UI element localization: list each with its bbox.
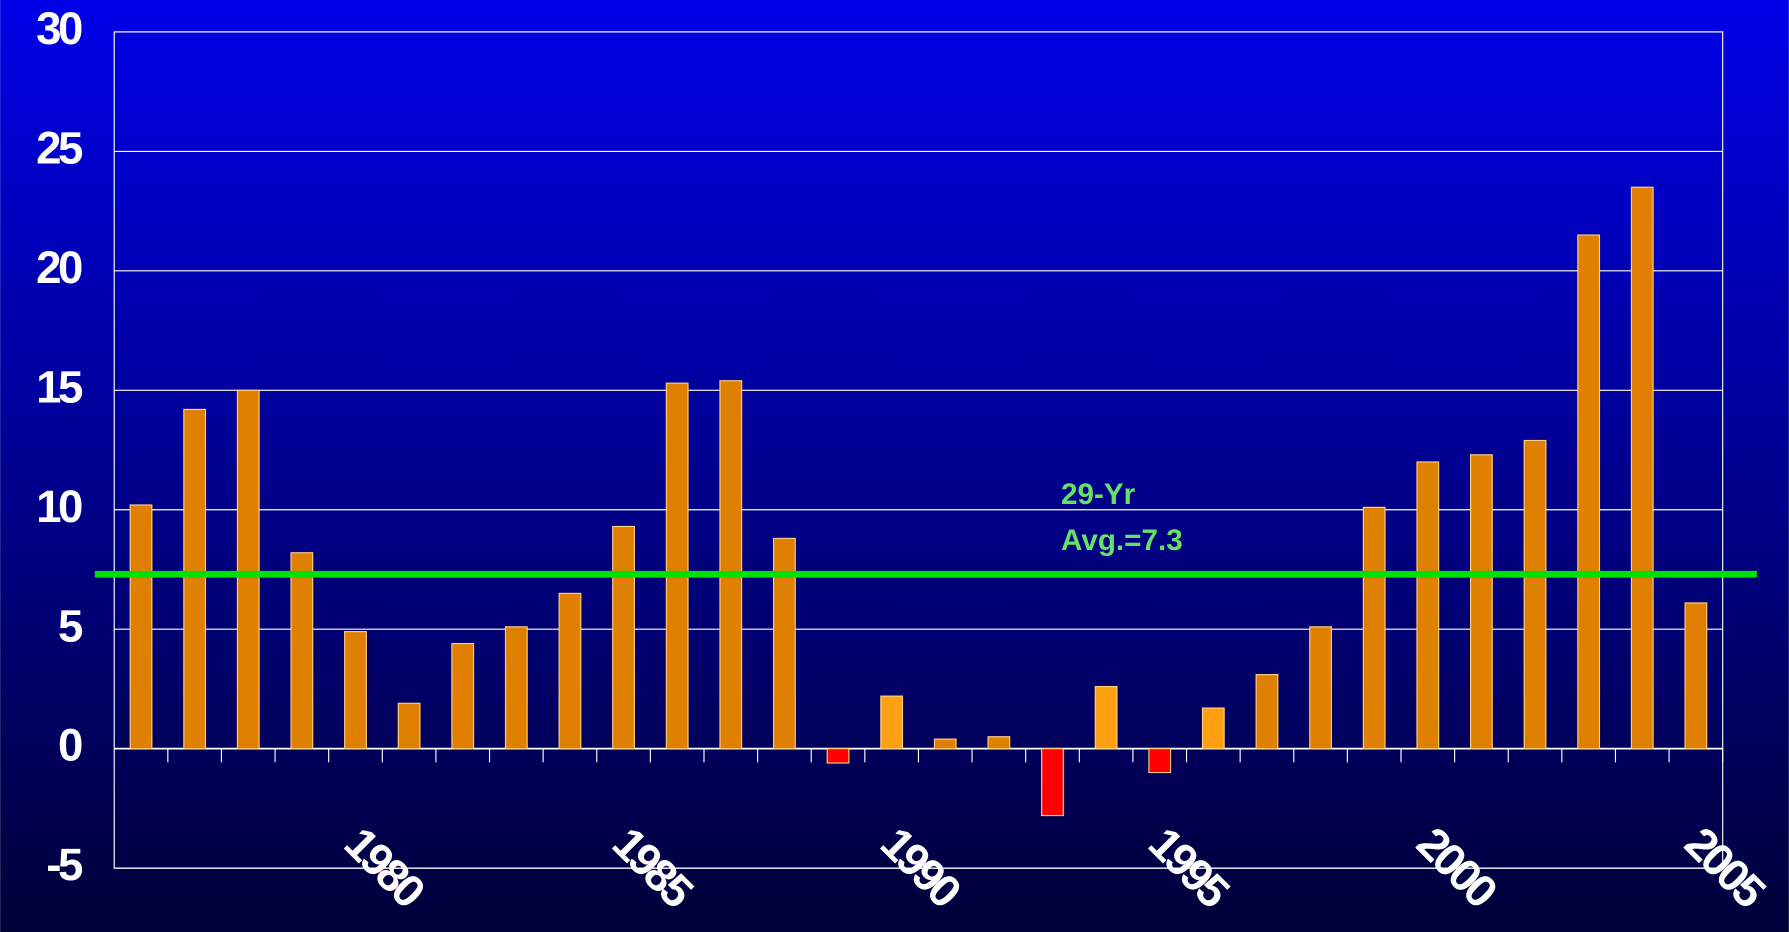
y-tick-label: -5: [46, 839, 83, 890]
annotation: Avg.=7.3: [1061, 524, 1183, 557]
bar: [1255, 674, 1279, 750]
annotation: 29-Yr: [1061, 478, 1136, 511]
bar: [987, 736, 1011, 750]
bar: [397, 702, 421, 750]
bar: [1630, 186, 1654, 750]
bar: [1416, 461, 1440, 750]
y-tick-label: 25: [36, 122, 83, 173]
bar: [1684, 602, 1708, 750]
bar: [129, 504, 153, 750]
y-tick-label: 0: [58, 720, 82, 771]
bar: [1201, 707, 1225, 750]
bar: [880, 695, 904, 750]
bar: [1094, 685, 1118, 750]
bar: [451, 642, 475, 750]
y-tick-label: 5: [58, 600, 83, 651]
bar: [665, 382, 689, 750]
bar: [290, 552, 314, 750]
bar: [236, 389, 260, 750]
bar: [1577, 234, 1601, 750]
bar: [773, 537, 796, 750]
bar: [558, 592, 582, 750]
y-tick-label: 10: [36, 481, 82, 532]
bar: [933, 738, 957, 750]
bar: [1362, 506, 1386, 750]
bar: [504, 626, 528, 750]
y-tick-label: 15: [36, 361, 83, 412]
bar: [344, 631, 367, 750]
y-tick-label: 30: [36, 3, 82, 54]
bar: [183, 408, 207, 750]
y-tick-label: 20: [36, 242, 82, 293]
bar: [1041, 748, 1064, 817]
bar: [826, 748, 850, 764]
bar: [719, 380, 743, 750]
bar: [1523, 439, 1547, 750]
bar: [612, 525, 635, 750]
bar: [1470, 454, 1493, 750]
bar: [1309, 626, 1332, 750]
bar: [1148, 748, 1172, 774]
